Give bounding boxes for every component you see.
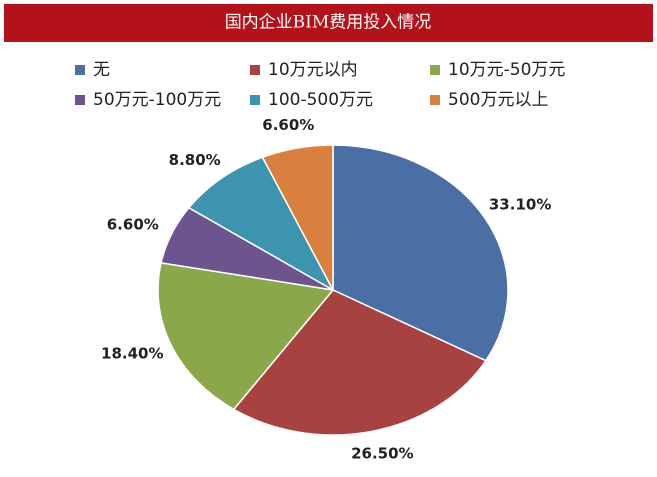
data-label: 33.10% (489, 195, 551, 213)
legend-marker (75, 95, 85, 105)
data-label: 26.50% (351, 444, 413, 462)
title-bar (4, 4, 653, 42)
legend-label: 10万元以内 (268, 60, 358, 80)
data-label: 8.80% (169, 151, 221, 169)
legend-marker (75, 65, 85, 75)
legend-marker (430, 65, 440, 75)
data-label: 18.40% (101, 344, 163, 362)
pie-slice (332, 144, 509, 362)
legend-marker (430, 95, 440, 105)
legend-marker (250, 95, 260, 105)
legend-label: 无 (93, 60, 110, 80)
data-label: 6.60% (107, 216, 159, 234)
pie-slice (261, 144, 334, 291)
pie-slice (232, 289, 487, 436)
chart-title: 国内企业BIM费用投入情况 (225, 13, 432, 33)
legend-label: 50万元-100万元 (93, 90, 221, 110)
legend-marker (250, 65, 260, 75)
legend-label: 10万元-50万元 (448, 60, 565, 80)
pie-slice (187, 156, 335, 292)
legend-label: 500万元以上 (448, 90, 548, 110)
data-label: 6.60% (262, 116, 314, 134)
legend-label: 100-500万元 (268, 90, 373, 110)
pie-slice (157, 261, 335, 411)
